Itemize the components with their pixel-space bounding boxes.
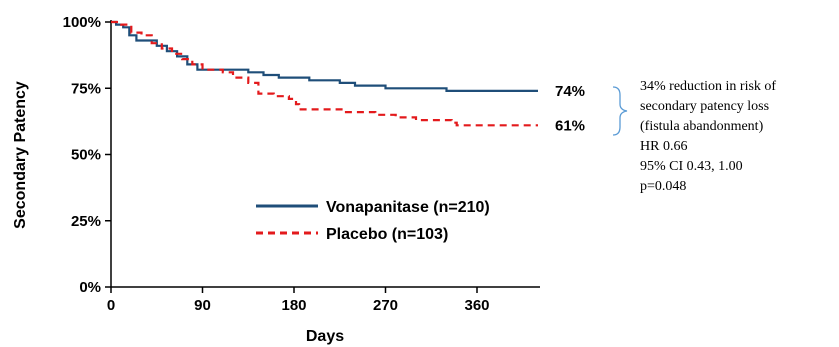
y-tick-label: 0%	[79, 279, 101, 296]
series-layer	[111, 20, 538, 127]
end-label-vonapanitase: 74%	[555, 83, 585, 100]
x-tick-label: 180	[281, 297, 306, 314]
y-axis: 0% 25% 50% 75% 100%	[63, 14, 112, 296]
annotation-line-3: (fistula abandonment)	[640, 119, 764, 134]
end-labels: 74% 61%	[555, 83, 585, 134]
legend-label-placebo: Placebo (n=103)	[326, 226, 448, 243]
annotation-line-1: 34% reduction in risk of	[640, 79, 776, 94]
hr-annotation: 34% reduction in risk of secondary paten…	[612, 79, 776, 194]
y-tick-label: 50%	[71, 147, 101, 164]
annotation-line-6: p=0.048	[640, 179, 686, 194]
end-label-placebo: 61%	[555, 117, 585, 134]
legend: Vonapanitase (n=210) Placebo (n=103)	[256, 199, 490, 243]
annotation-line-2: secondary patency loss	[640, 99, 769, 114]
series-line-vonapanitase	[111, 20, 538, 92]
series-line-placebo	[111, 20, 538, 127]
x-tick-label: 360	[464, 297, 489, 314]
legend-label-vonapanitase: Vonapanitase (n=210)	[326, 199, 490, 216]
y-axis-title: Secondary Patency	[12, 81, 29, 229]
x-axis-title: Days	[306, 328, 344, 345]
y-tick-label: 100%	[63, 14, 101, 31]
x-axis: 0 90 180 270 360	[107, 286, 540, 314]
y-tick-label: 75%	[71, 80, 101, 97]
annotation-line-5: 95% CI 0.43, 1.00	[640, 159, 743, 174]
y-tick-label: 25%	[71, 213, 101, 230]
x-tick-label: 0	[107, 297, 115, 314]
x-tick-label: 90	[194, 297, 211, 314]
annotation-line-4: HR 0.66	[640, 139, 687, 154]
x-tick-label: 270	[373, 297, 398, 314]
annotation-bracket	[612, 86, 628, 136]
